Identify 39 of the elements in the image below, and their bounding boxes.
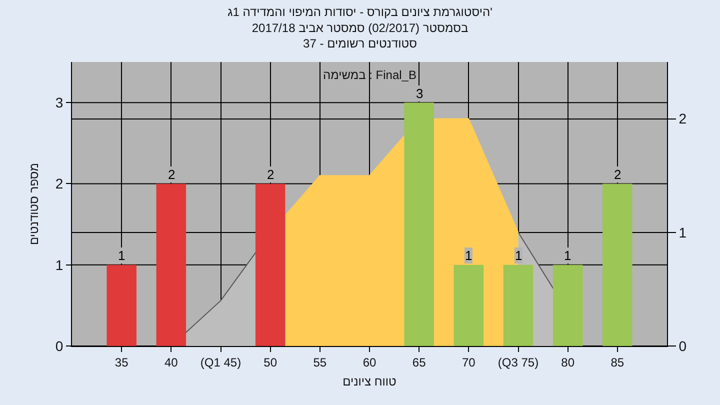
bar xyxy=(255,184,286,346)
x-tick-label: 40 xyxy=(164,355,178,370)
bar xyxy=(602,184,632,346)
y2-tick-label: 0 xyxy=(678,338,687,354)
bar xyxy=(454,264,484,346)
annotation: במשימה : Final_B xyxy=(323,68,416,82)
y-tick-label: 3 xyxy=(55,94,64,110)
data-label: 3 xyxy=(416,86,424,101)
data-label: 1 xyxy=(465,248,472,263)
y-tick-label: 1 xyxy=(55,256,64,273)
y2-tick-label: 1 xyxy=(678,224,687,240)
y-tick-label: 2 xyxy=(55,176,64,192)
x-tick-label: (Q1 45) xyxy=(200,355,242,370)
x-tick-label: 60 xyxy=(362,355,376,370)
x-tick-label: (Q3 75) xyxy=(498,355,539,370)
bar xyxy=(404,102,434,346)
x-tick-label: 55 xyxy=(313,355,327,370)
data-label: 1 xyxy=(118,248,126,263)
x-tick-label: 50 xyxy=(264,355,278,370)
data-label: 1 xyxy=(515,248,522,263)
x-tick-label: 65 xyxy=(412,355,426,370)
chart-subtitle: בסמסטר (02/2017) סמסטר אביב 2017/18 סטודנטים רשומים - 37 xyxy=(252,20,468,50)
data-label: 2 xyxy=(267,167,274,182)
data-label: 1 xyxy=(564,248,572,263)
x-tick-label: 85 xyxy=(610,355,624,370)
x-tick-label: 35 xyxy=(114,355,129,370)
bar xyxy=(503,264,534,346)
x-tick-label: 70 xyxy=(462,355,476,370)
chart-title: היסטוגרמת ציונים בקורס - יסודות המיפוי והמדידה 1ג' xyxy=(228,5,492,20)
bar xyxy=(156,184,186,346)
data-label: 2 xyxy=(614,167,622,182)
bar xyxy=(106,264,136,346)
y-axis-title: מספר סטודנטים xyxy=(27,162,41,246)
y2-tick-label: 2 xyxy=(678,110,687,127)
x-axis-title: טווח ציונים xyxy=(342,374,397,388)
x-tick-label: 80 xyxy=(561,355,575,370)
bar xyxy=(552,264,583,346)
data-label: 2 xyxy=(168,167,176,182)
y-tick-label: 0 xyxy=(55,338,64,354)
